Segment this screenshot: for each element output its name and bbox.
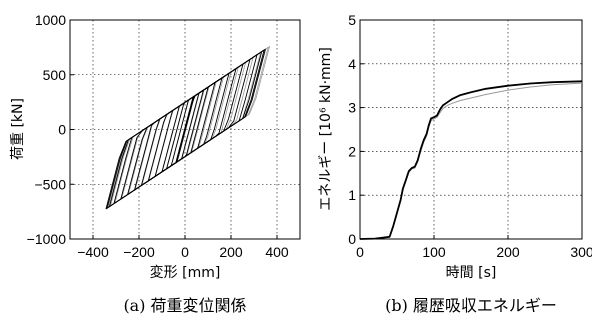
y-tick-label: 1000 xyxy=(35,12,66,28)
y-tick-label: 0 xyxy=(58,122,66,138)
energy-series-line xyxy=(359,82,583,240)
y-tick-label: 5 xyxy=(348,12,356,28)
x-tick-label: 300 xyxy=(570,244,592,260)
y-axis-label: 荷重 [kN] xyxy=(10,98,26,160)
tick-labels: −400 −200 0 200 400 −1000 −500 0 500 1000 xyxy=(27,12,289,260)
plot-frame xyxy=(359,19,583,240)
x-tick-label: 400 xyxy=(265,244,289,260)
panel-hysteretic-energy: 0 100 200 300 0 1 2 3 4 5 時間 [s] エネルギー [10⁶ kN·mm… xyxy=(318,12,592,315)
x-axis-label: 変形 [mm] xyxy=(150,264,221,281)
y-tick-label: 1 xyxy=(348,187,356,203)
grid xyxy=(359,19,583,240)
x-tick-label: 100 xyxy=(422,244,446,260)
energy-curves xyxy=(359,80,583,240)
y-tick-label: −1000 xyxy=(27,231,67,247)
hysteresis-loop xyxy=(110,48,266,207)
hysteresis-curves xyxy=(105,46,270,210)
x-tick-label: −200 xyxy=(123,244,155,260)
panel-load-displacement: −400 −200 0 200 400 −1000 −500 0 500 1000 変形 [mm]… xyxy=(10,12,301,315)
caption: (b) 履歴吸収エネルギー xyxy=(385,296,557,315)
x-tick-label: 0 xyxy=(181,244,189,260)
y-tick-label: 2 xyxy=(348,143,356,159)
caption: (a) 荷重変位関係 xyxy=(123,296,246,315)
x-tick-label: 200 xyxy=(219,244,243,260)
y-tick-label: −500 xyxy=(34,176,66,192)
x-tick-label: 0 xyxy=(356,244,364,260)
hysteresis-loop xyxy=(107,47,269,208)
energy-series-line xyxy=(359,80,583,240)
x-tick-label: −400 xyxy=(77,244,109,260)
x-tick-label: 200 xyxy=(496,244,520,260)
x-axis-label: 時間 [s] xyxy=(446,265,497,281)
y-tick-label: 0 xyxy=(348,231,356,247)
y-axis-label: エネルギー [10⁶ kN·mm] xyxy=(318,47,334,211)
hysteresis-loop xyxy=(141,71,232,186)
y-tick-label: 500 xyxy=(43,67,67,83)
y-tick-label: 3 xyxy=(348,100,356,116)
hysteresis-loop xyxy=(105,48,266,210)
y-tick-label: 4 xyxy=(348,56,356,72)
tick-labels: 0 100 200 300 0 1 2 3 4 5 xyxy=(348,12,592,260)
